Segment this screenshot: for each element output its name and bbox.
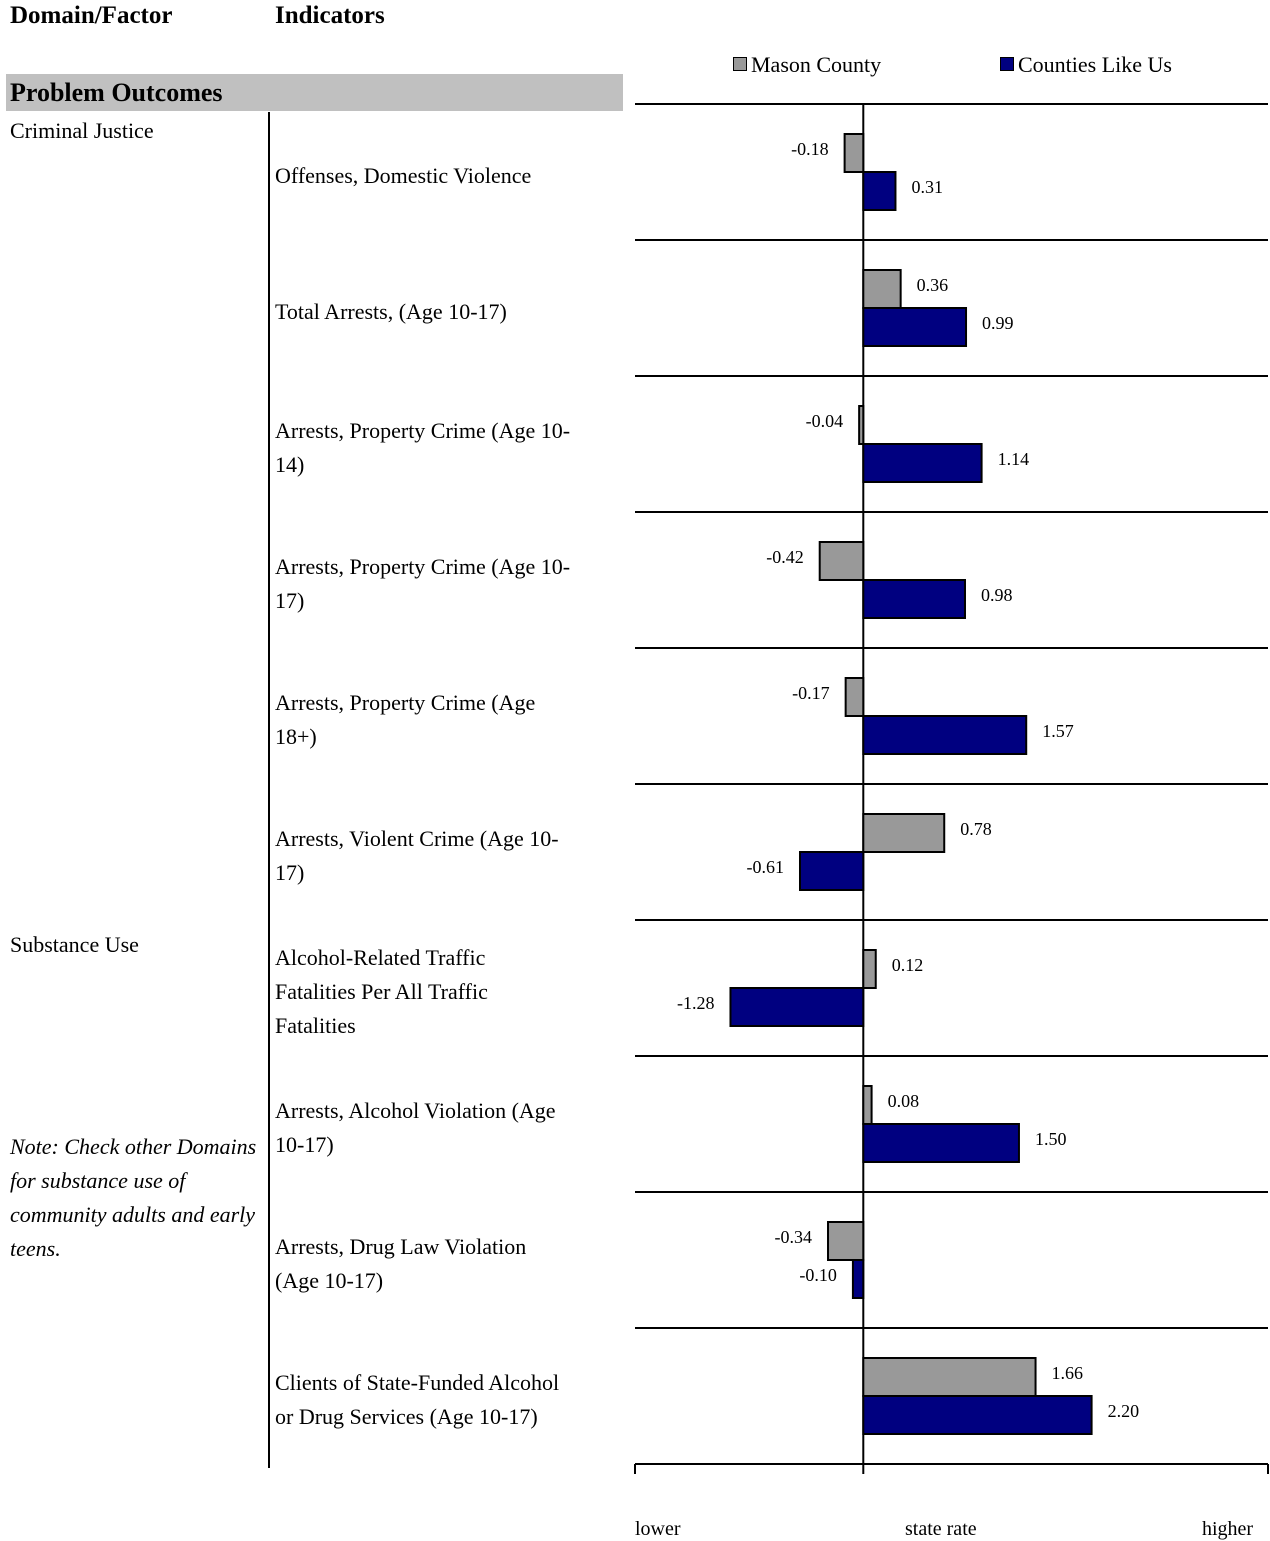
bar-counties-like-us xyxy=(862,1123,1020,1163)
bar-counties-like-us xyxy=(862,443,983,483)
value-label-mason-county: -0.18 xyxy=(791,139,829,159)
value-label-counties-like-us: 1.50 xyxy=(1035,1129,1067,1149)
legend-label-mason: Mason County xyxy=(751,52,882,77)
bar-counties-like-us xyxy=(798,851,865,891)
indicator-label: Alcohol-Related Traffic Fatalities Per A… xyxy=(275,945,488,1038)
bar-mason-county xyxy=(862,1085,873,1125)
indicator-label: Arrests, Violent Crime (Age 10- 17) xyxy=(275,826,559,885)
value-label-counties-like-us: 1.57 xyxy=(1042,721,1074,741)
legend-counties-like-us: Counties Like Us xyxy=(1000,52,1172,78)
value-label-counties-like-us: 0.31 xyxy=(911,177,943,197)
legend-label-like: Counties Like Us xyxy=(1018,52,1172,77)
value-label-counties-like-us: 2.20 xyxy=(1108,1401,1140,1421)
bar-counties-like-us xyxy=(862,171,897,211)
indicator-label: Arrests, Property Crime (Age 18+) xyxy=(275,690,536,749)
indicator-label: Arrests, Alcohol Violation (Age 10-17) xyxy=(275,1098,556,1157)
axis-label-higher: higher xyxy=(1202,1518,1254,1540)
indicator-label: Offenses, Domestic Violence xyxy=(275,163,532,188)
bar-mason-county xyxy=(843,133,865,173)
value-label-mason-county: 0.78 xyxy=(960,819,992,839)
domain-factor-header: Domain/Factor xyxy=(10,2,173,29)
axis-label-state-rate: state rate xyxy=(905,1518,977,1540)
indicator-label: Arrests, Property Crime (Age 10- 14) xyxy=(275,418,571,477)
bar-counties-like-us xyxy=(862,1395,1093,1435)
axis-label-lower: lower xyxy=(635,1518,681,1540)
value-label-mason-county: 0.36 xyxy=(917,275,949,295)
value-label-mason-county: 0.12 xyxy=(892,955,924,975)
legend-swatch-mason xyxy=(733,57,747,71)
domain-note: Note: Check other Domains for substance … xyxy=(10,1134,257,1261)
value-label-counties-like-us: -0.10 xyxy=(799,1265,837,1285)
value-label-mason-county: -0.34 xyxy=(775,1227,813,1247)
value-label-counties-like-us: 0.99 xyxy=(982,313,1014,333)
legend-mason-county: Mason County xyxy=(733,52,881,78)
section-band xyxy=(6,74,623,111)
bar-mason-county xyxy=(858,405,865,445)
domain-criminal-justice: Criminal Justice xyxy=(10,118,154,143)
value-label-mason-county: 0.08 xyxy=(888,1091,920,1111)
value-label-mason-county: -0.42 xyxy=(766,547,804,567)
bar-counties-like-us xyxy=(862,307,968,347)
value-label-mason-county: 1.66 xyxy=(1052,1363,1084,1383)
indicator-label: Arrests, Drug Law Violation (Age 10-17) xyxy=(275,1234,527,1293)
bar-mason-county xyxy=(862,813,946,853)
bar-mason-county xyxy=(862,1357,1037,1397)
indicator-divider xyxy=(268,112,270,1468)
bar-mason-county xyxy=(827,1221,865,1261)
bar-mason-county xyxy=(862,269,902,309)
value-label-mason-county: -0.04 xyxy=(806,411,844,431)
bar-counties-like-us xyxy=(862,579,966,619)
value-label-counties-like-us: 0.98 xyxy=(981,585,1013,605)
value-label-mason-county: -0.17 xyxy=(792,683,830,703)
bar-counties-like-us xyxy=(729,987,865,1027)
bar-counties-like-us xyxy=(851,1259,865,1299)
value-label-counties-like-us: 1.14 xyxy=(998,449,1030,469)
indicator-label: Total Arrests, (Age 10-17) xyxy=(275,299,507,324)
bar-mason-county xyxy=(818,541,865,581)
value-label-counties-like-us: -1.28 xyxy=(677,993,715,1013)
section-title: Problem Outcomes xyxy=(10,78,223,107)
indicators-header: Indicators xyxy=(275,2,385,29)
legend-swatch-like xyxy=(1000,57,1014,71)
value-label-counties-like-us: -0.61 xyxy=(746,857,784,877)
bar-mason-county xyxy=(862,949,877,989)
domain-substance-use: Substance Use xyxy=(10,932,139,957)
bar-counties-like-us xyxy=(862,715,1028,755)
bar-mason-county xyxy=(844,677,865,717)
indicator-label: Clients of State-Funded Alcohol or Drug … xyxy=(275,1370,560,1429)
indicator-label: Arrests, Property Crime (Age 10- 17) xyxy=(275,554,571,613)
